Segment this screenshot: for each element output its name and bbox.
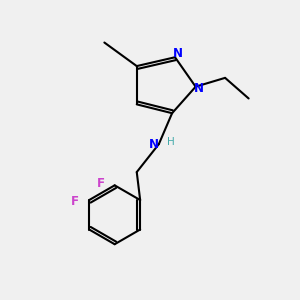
Text: H: H (167, 137, 175, 147)
Text: F: F (97, 177, 104, 190)
Text: F: F (71, 195, 79, 208)
Text: N: N (148, 138, 158, 151)
Text: N: N (194, 82, 204, 95)
Text: N: N (172, 47, 182, 60)
